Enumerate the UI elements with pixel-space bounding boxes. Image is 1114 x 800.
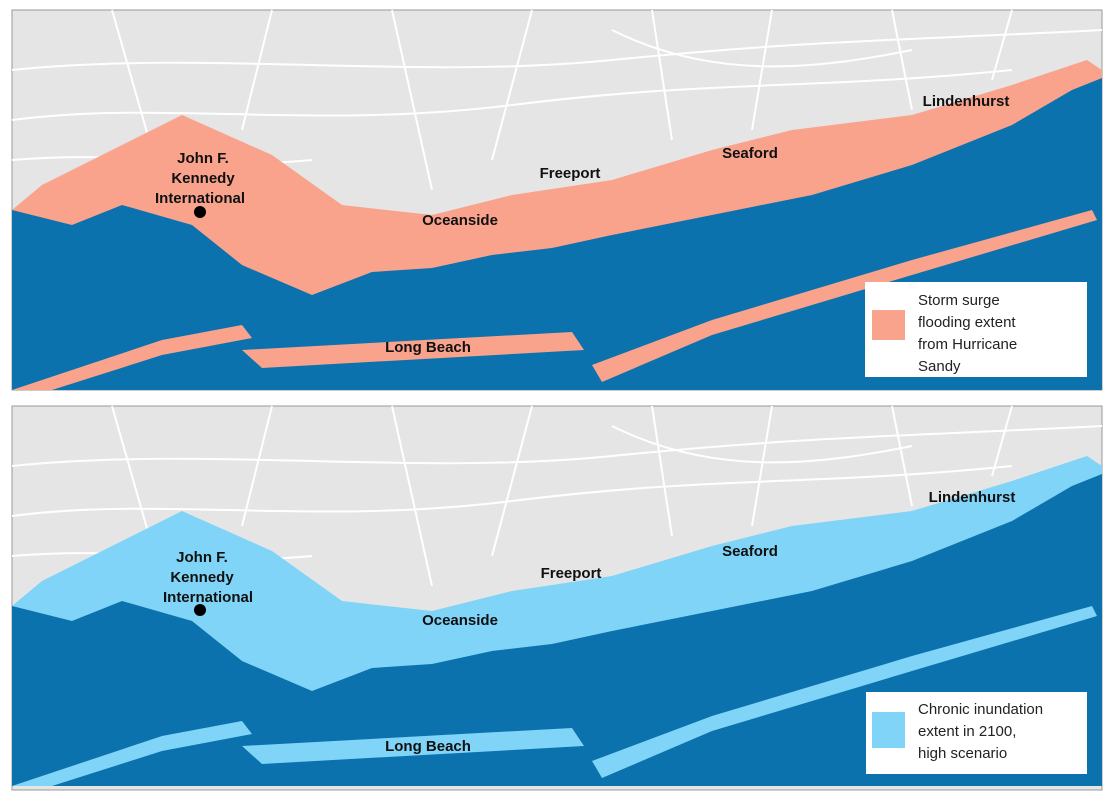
airport-marker — [194, 206, 206, 218]
legend-text: flooding extent — [918, 314, 1016, 331]
legend-text: Chronic inundation — [918, 701, 1043, 718]
place-label: International — [155, 190, 245, 207]
legend-text: Sandy — [918, 358, 961, 375]
legend-text: from Hurricane — [918, 336, 1017, 353]
place-label: John F. — [176, 549, 228, 566]
place-label: John F. — [177, 150, 229, 167]
place-label: International — [163, 589, 253, 606]
place-label: Lindenhurst — [929, 489, 1016, 506]
place-label: Oceanside — [422, 212, 498, 229]
place-label: Oceanside — [422, 612, 498, 629]
place-label: Freeport — [540, 165, 601, 182]
legend-text: high scenario — [918, 745, 1007, 762]
place-label: Freeport — [541, 565, 602, 582]
map-panel: John F. Kennedy International Oceanside … — [11, 9, 1103, 391]
place-label: Kennedy — [171, 170, 235, 187]
legend-text: extent in 2100, — [918, 723, 1016, 740]
place-label: Long Beach — [385, 339, 471, 356]
place-label: Seaford — [722, 145, 778, 162]
legend-swatch — [872, 712, 905, 748]
place-label: Kennedy — [170, 569, 234, 586]
place-label: Seaford — [722, 543, 778, 560]
legend-swatch — [872, 310, 905, 340]
place-label: Long Beach — [385, 738, 471, 755]
map-panel: John F. Kennedy International Oceanside … — [11, 405, 1103, 791]
legend-text: Storm surge — [918, 292, 1000, 309]
airport-marker — [194, 604, 206, 616]
place-label: Lindenhurst — [923, 93, 1010, 110]
